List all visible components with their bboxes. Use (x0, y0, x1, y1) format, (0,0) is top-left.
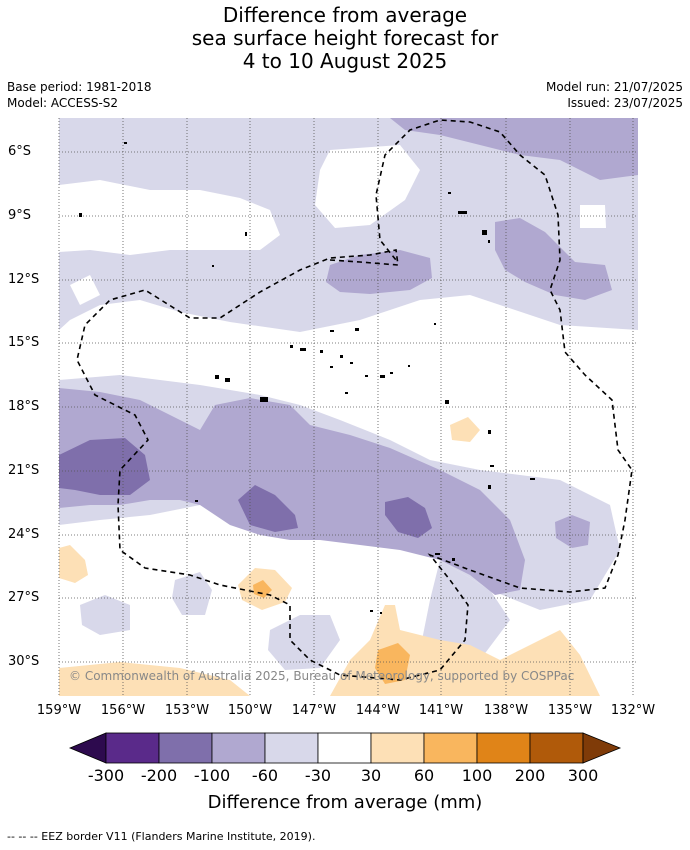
colorbar (68, 732, 622, 764)
colorbar-extend-high (582, 732, 622, 764)
lon-label: 144°W (355, 703, 401, 718)
title-line-2: sea surface height forecast for (191, 26, 499, 50)
lat-label: 18°S (8, 399, 40, 414)
title-line-1: Difference from average (222, 3, 468, 27)
colorbar-extend-low (68, 732, 107, 764)
meta-left: Base period: 1981-2018 Model: ACCESS-S2 (7, 79, 152, 111)
eez-footnote: -- -- -- EEZ border V11 (Flanders Marine… (7, 830, 316, 843)
colorbar-bin-1 (105, 732, 160, 764)
colorbar-tick: 300 (567, 766, 599, 785)
lat-label: 6°S (8, 144, 32, 159)
colorbar-title: Difference from average (mm) (207, 792, 483, 813)
title-line-3: 4 to 10 August 2025 (242, 49, 448, 73)
lon-label: 159°W (36, 703, 82, 718)
lat-label: 27°S (8, 590, 40, 605)
lat-label: 15°S (8, 335, 40, 350)
colorbar-tick: 100 (461, 766, 493, 785)
lat-label: 12°S (8, 272, 40, 287)
anomaly-region-dark-east (385, 497, 432, 538)
colorbar-tick: 200 (514, 766, 546, 785)
colorbar-bin-8 (476, 732, 531, 764)
issued-date: Issued: 23/07/2025 (567, 96, 683, 110)
anomaly-region-medium-e (495, 218, 612, 300)
lat-label: 21°S (8, 463, 40, 478)
colorbar-tick: 30 (360, 766, 382, 785)
colorbar-tick: -200 (140, 766, 178, 785)
copyright-text: © Commonwealth of Australia 2025, Bureau… (69, 669, 575, 683)
neutral-region-north-3 (580, 205, 606, 228)
lon-label: 147°W (291, 703, 337, 718)
lon-label: 135°W (547, 703, 593, 718)
islands (79, 142, 535, 614)
neutral-region-north-4 (70, 275, 100, 305)
anomaly-region-dark-west (59, 438, 150, 495)
colorbar-bin-6 (370, 732, 425, 764)
model-run: Model run: 21/07/2025 (545, 80, 683, 94)
lat-label: 30°S (8, 654, 40, 669)
colorbar-bin-3 (211, 732, 266, 764)
anomaly-region-dark-central (238, 485, 298, 532)
anomaly-region-medium-south (59, 388, 525, 595)
colorbar-bin-2 (158, 732, 213, 764)
colorbar-bin-5 (317, 732, 372, 764)
colorbar-bin-9 (529, 732, 584, 764)
lat-label: 9°S (8, 208, 32, 223)
anomaly-region-light-sw2 (172, 572, 212, 615)
gridlines (58, 118, 638, 696)
neutral-region-north-2 (315, 145, 420, 228)
anomaly-region-light-sw1 (80, 595, 130, 635)
lon-label: 132°W (610, 703, 656, 718)
anomaly-region-light-s (268, 615, 340, 670)
contour-fields (59, 118, 638, 696)
lon-label: 150°W (227, 703, 273, 718)
colorbar-bin-4 (264, 732, 319, 764)
base-period: Base period: 1981-2018 (7, 80, 152, 94)
colorbar-tick: -30 (304, 766, 332, 785)
anomaly-region-positive-s-core (375, 643, 410, 684)
anomaly-region-positive-w (59, 545, 88, 583)
model-name: Model: ACCESS-S2 (7, 96, 119, 110)
anomaly-region-positive-e (450, 417, 480, 442)
lon-label: 141°W (418, 703, 464, 718)
lon-label: 153°W (164, 703, 210, 718)
anomaly-region-positive-c-core (253, 580, 272, 598)
lon-label: 156°W (100, 703, 146, 718)
colorbar-bin-7 (423, 732, 478, 764)
lon-label: 138°W (483, 703, 529, 718)
chart-title: Difference from average sea surface heig… (0, 4, 690, 73)
lat-label: 24°S (8, 527, 40, 542)
anomaly-region-medium-se (555, 515, 590, 548)
anomaly-region-positive-sw (59, 662, 250, 696)
neutral-region-north-1 (59, 180, 280, 255)
colorbar-tick: -100 (193, 766, 231, 785)
colorbar-tick: 60 (413, 766, 435, 785)
meta-right: Model run: 21/07/2025 Issued: 23/07/2025 (546, 79, 683, 111)
colorbar-tick: -300 (87, 766, 125, 785)
colorbar-tick: -60 (251, 766, 279, 785)
